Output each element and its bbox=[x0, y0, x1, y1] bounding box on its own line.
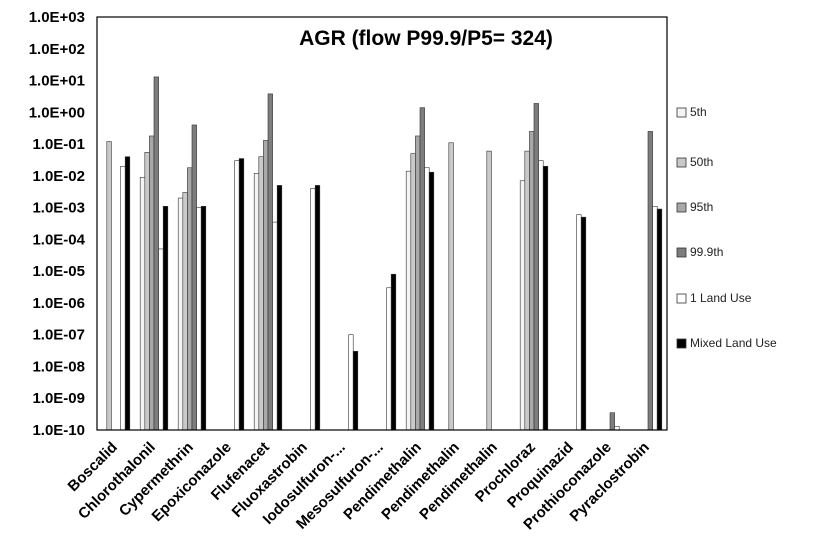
legend-item: 1 Land Use bbox=[676, 291, 752, 305]
chart-title: AGR (flow P99.9/P5= 324) bbox=[299, 27, 553, 50]
y-tick-label: 1.0E+01 bbox=[29, 73, 85, 90]
legend-item: 50th bbox=[676, 155, 713, 169]
legend-label: 1 Land Use bbox=[690, 291, 752, 305]
bar bbox=[415, 135, 421, 431]
bar bbox=[238, 158, 245, 431]
bar bbox=[253, 173, 260, 431]
bar bbox=[200, 206, 207, 431]
legend-item: 95th bbox=[676, 200, 713, 214]
bar bbox=[234, 160, 240, 431]
bar bbox=[529, 131, 535, 431]
legend-label: 50th bbox=[690, 155, 713, 169]
legend-label: 5th bbox=[690, 105, 707, 119]
legend-item: Mixed Land Use bbox=[676, 336, 777, 350]
bar bbox=[310, 188, 316, 431]
y-tick-label: 1.0E-07 bbox=[32, 327, 85, 344]
y-tick-label: 1.0E-05 bbox=[32, 263, 85, 280]
legend-swatch bbox=[676, 247, 687, 258]
bar bbox=[448, 142, 454, 431]
bar bbox=[276, 185, 283, 431]
bar bbox=[424, 167, 430, 431]
bar bbox=[187, 167, 193, 431]
legend-swatch bbox=[676, 338, 687, 349]
bar bbox=[153, 76, 159, 431]
bar bbox=[139, 176, 146, 431]
bar bbox=[576, 214, 582, 431]
legend-swatch bbox=[676, 202, 687, 213]
legend-swatch bbox=[676, 107, 687, 118]
bar bbox=[177, 197, 184, 431]
y-tick-label: 1.0E+03 bbox=[29, 9, 85, 26]
plot-area bbox=[96, 16, 668, 431]
bar bbox=[538, 160, 544, 431]
bars bbox=[106, 76, 663, 431]
bar bbox=[533, 103, 539, 431]
y-tick-label: 1.0E-09 bbox=[32, 390, 85, 407]
bar bbox=[352, 351, 359, 431]
y-tick-label: 1.0E-03 bbox=[32, 200, 85, 217]
legend-swatch bbox=[676, 293, 687, 304]
bar bbox=[182, 192, 188, 431]
y-tick-label: 1.0E-06 bbox=[32, 295, 85, 312]
bar bbox=[410, 153, 416, 431]
bar bbox=[314, 185, 321, 431]
bar bbox=[106, 141, 112, 431]
bar bbox=[162, 206, 169, 431]
bar bbox=[656, 208, 663, 431]
bar bbox=[486, 150, 492, 431]
bar bbox=[263, 140, 269, 431]
bar bbox=[390, 273, 397, 431]
bar bbox=[542, 165, 549, 431]
y-tick-label: 1.0E-08 bbox=[32, 358, 85, 375]
bar bbox=[158, 248, 164, 431]
bar bbox=[120, 165, 126, 431]
legend-label: Mixed Land Use bbox=[690, 336, 777, 350]
bar bbox=[124, 156, 131, 431]
bar bbox=[580, 216, 587, 431]
legend-item: 99.9th bbox=[676, 245, 723, 259]
legend-label: 95th bbox=[690, 200, 713, 214]
legend-item: 5th bbox=[676, 105, 707, 119]
bar bbox=[149, 135, 155, 431]
bar bbox=[405, 170, 412, 431]
legend-label: 99.9th bbox=[690, 245, 723, 259]
bar bbox=[258, 156, 264, 431]
y-axis-ticks: 1.0E+03 1.0E+02 1.0E+01 1.0E+00 1.0E-01 1.0E-… bbox=[29, 9, 86, 439]
bar bbox=[652, 206, 658, 431]
y-tick-label: 1.0E+02 bbox=[29, 41, 85, 58]
y-tick-label: 1.0E-04 bbox=[32, 231, 85, 248]
bar bbox=[647, 131, 653, 431]
bar bbox=[609, 412, 615, 431]
bar bbox=[196, 207, 202, 431]
y-tick-label: 1.0E-02 bbox=[32, 168, 85, 185]
bar bbox=[386, 287, 392, 431]
bar bbox=[144, 152, 150, 431]
bar bbox=[524, 150, 530, 431]
bar bbox=[419, 107, 425, 431]
y-tick-label: 1.0E-10 bbox=[32, 422, 85, 439]
legend-swatch bbox=[676, 157, 687, 168]
x-axis-categories: BoscalidChlorothalonilCypermethrinEpoxic… bbox=[65, 439, 653, 534]
y-tick-label: 1.0E+00 bbox=[29, 104, 85, 121]
legend: 5th 50th 95th 99.9th 1 Land Use Mixed Land Us… bbox=[676, 105, 777, 350]
bar bbox=[428, 171, 435, 431]
bar bbox=[191, 124, 197, 431]
bar bbox=[267, 93, 273, 431]
bar bbox=[519, 180, 526, 431]
bar bbox=[348, 334, 354, 431]
bar bbox=[272, 221, 278, 431]
y-tick-label: 1.0E-01 bbox=[32, 136, 85, 153]
